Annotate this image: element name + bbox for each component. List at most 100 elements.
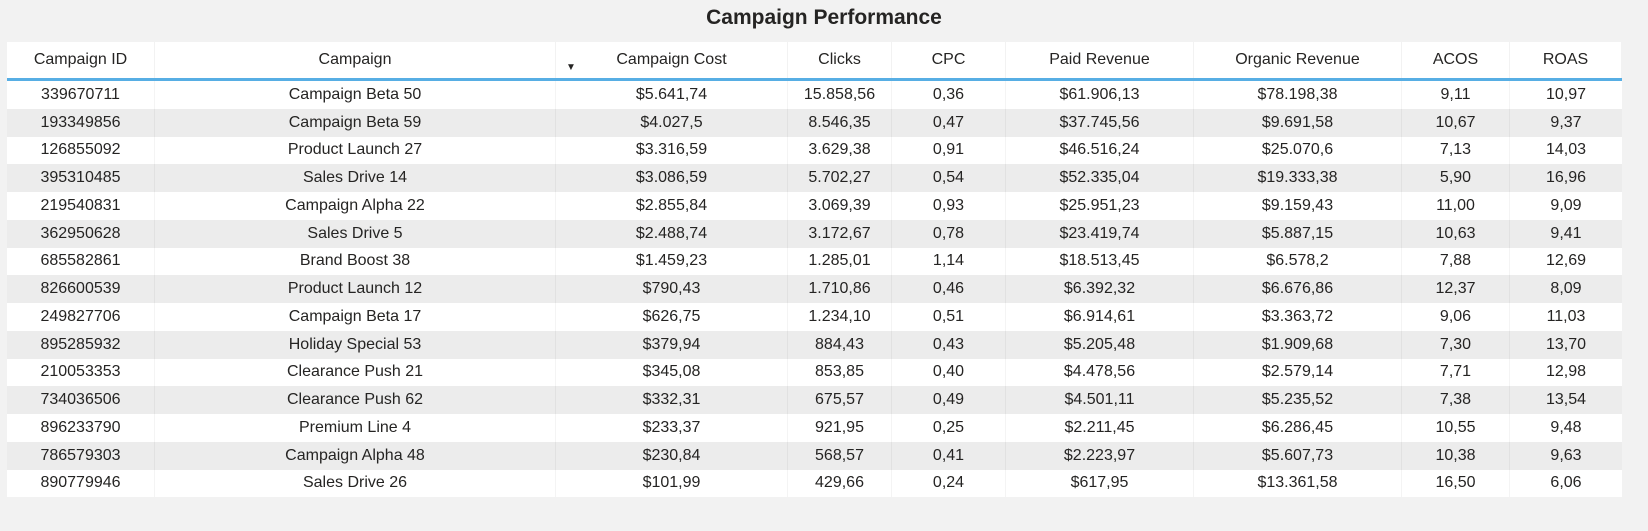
- cell-organic-revenue[interactable]: $6.676,86: [1194, 275, 1402, 303]
- cell-campaign[interactable]: Product Launch 27: [155, 136, 556, 165]
- cell-acos[interactable]: 9,06: [1402, 303, 1510, 331]
- cell-campaign-cost[interactable]: $3.316,59: [556, 136, 788, 165]
- cell-campaign-cost[interactable]: $5.641,74: [556, 81, 788, 109]
- cell-campaign-cost[interactable]: $1.459,23: [556, 247, 788, 276]
- cell-campaign-id[interactable]: 895285932: [7, 330, 155, 359]
- cell-roas[interactable]: 9,41: [1550, 224, 1582, 242]
- cell-cpc[interactable]: 0,46: [892, 275, 1006, 303]
- cell-organic-revenue[interactable]: $9.159,43: [1194, 192, 1402, 220]
- cell-campaign-id[interactable]: 210053353: [7, 358, 155, 387]
- cell-campaign-cost[interactable]: $2.488,74: [556, 219, 788, 248]
- column-header-cpc[interactable]: CPC: [892, 42, 1006, 78]
- cell-clicks[interactable]: 675,57: [788, 386, 892, 414]
- cell-paid-revenue[interactable]: $4.478,56: [1006, 358, 1194, 387]
- cell-roas[interactable]: 14,03: [1545, 141, 1587, 159]
- cell-cpc[interactable]: 1,14: [892, 247, 1006, 276]
- cell-clicks[interactable]: 1.285,01: [788, 247, 892, 276]
- cell-campaign-id[interactable]: 362950628: [7, 219, 155, 248]
- cell-campaign-cost[interactable]: $332,31: [556, 386, 788, 414]
- cell-campaign[interactable]: Campaign Alpha 48: [155, 441, 556, 470]
- cell-campaign-id[interactable]: 126855092: [7, 136, 155, 165]
- cell-campaign-cost[interactable]: $3.086,59: [556, 164, 788, 192]
- cell-organic-revenue[interactable]: $19.333,38: [1194, 164, 1402, 192]
- cell-paid-revenue[interactable]: $25.951,23: [1006, 192, 1194, 220]
- cell-campaign-id[interactable]: 734036506: [7, 386, 155, 414]
- cell-organic-revenue[interactable]: $2.579,14: [1194, 358, 1402, 387]
- cell-campaign-id[interactable]: 896233790: [7, 414, 155, 442]
- cell-cpc[interactable]: 0,43: [892, 330, 1006, 359]
- cell-campaign-cost[interactable]: $101,99: [556, 469, 788, 498]
- cell-acos[interactable]: 12,37: [1402, 275, 1510, 303]
- cell-clicks[interactable]: 429,66: [788, 469, 892, 498]
- cell-acos[interactable]: 10,63: [1402, 219, 1510, 248]
- column-header-roas[interactable]: ROAS: [1510, 42, 1622, 78]
- cell-cpc[interactable]: 0,40: [892, 358, 1006, 387]
- cell-roas[interactable]: 12,98: [1545, 363, 1587, 381]
- cell-paid-revenue[interactable]: $2.223,97: [1006, 441, 1194, 470]
- cell-roas[interactable]: 10,97: [1545, 85, 1587, 103]
- cell-roas[interactable]: 9,37: [1550, 113, 1582, 131]
- cell-acos[interactable]: 7,30: [1402, 330, 1510, 359]
- cell-roas[interactable]: 13,54: [1545, 391, 1587, 409]
- column-header-organic-revenue[interactable]: Organic Revenue: [1194, 42, 1402, 78]
- cell-cpc[interactable]: 0,41: [892, 441, 1006, 470]
- column-header-acos[interactable]: ACOS: [1402, 42, 1510, 78]
- cell-acos[interactable]: 10,55: [1402, 414, 1510, 442]
- cell-acos[interactable]: 10,67: [1402, 108, 1510, 137]
- cell-organic-revenue[interactable]: $5.887,15: [1194, 219, 1402, 248]
- cell-campaign[interactable]: Campaign Beta 50: [155, 81, 556, 109]
- cell-cpc[interactable]: 0,91: [892, 136, 1006, 165]
- cell-campaign-id[interactable]: 193349856: [7, 108, 155, 137]
- cell-acos[interactable]: 11,00: [1402, 192, 1510, 220]
- cell-campaign-cost[interactable]: $379,94: [556, 330, 788, 359]
- cell-paid-revenue[interactable]: $4.501,11: [1006, 386, 1194, 414]
- cell-organic-revenue[interactable]: $1.909,68: [1194, 330, 1402, 359]
- cell-roas[interactable]: 9,63: [1550, 446, 1582, 464]
- column-header-clicks[interactable]: Clicks: [788, 42, 892, 78]
- cell-paid-revenue[interactable]: $23.419,74: [1006, 219, 1194, 248]
- cell-campaign[interactable]: Premium Line 4: [155, 414, 556, 442]
- cell-clicks[interactable]: 3.069,39: [788, 192, 892, 220]
- cell-roas[interactable]: 11,03: [1546, 307, 1586, 325]
- column-header-campaign-id[interactable]: Campaign ID: [7, 42, 155, 78]
- cell-campaign[interactable]: Sales Drive 5: [155, 219, 556, 248]
- cell-organic-revenue[interactable]: $9.691,58: [1194, 108, 1402, 137]
- cell-roas[interactable]: 6,06: [1550, 474, 1582, 492]
- cell-campaign-cost[interactable]: $2.855,84: [556, 192, 788, 220]
- cell-roas[interactable]: 8,09: [1550, 280, 1582, 298]
- cell-paid-revenue[interactable]: $46.516,24: [1006, 136, 1194, 165]
- cell-roas[interactable]: 13,70: [1545, 335, 1587, 353]
- cell-roas[interactable]: 12,69: [1545, 252, 1587, 270]
- cell-organic-revenue[interactable]: $6.578,2: [1194, 247, 1402, 276]
- cell-roas[interactable]: 9,09: [1550, 196, 1582, 214]
- cell-cpc[interactable]: 0,25: [892, 414, 1006, 442]
- cell-campaign-cost[interactable]: $626,75: [556, 303, 788, 331]
- cell-cpc[interactable]: 0,54: [892, 164, 1006, 192]
- cell-campaign[interactable]: Clearance Push 21: [155, 358, 556, 387]
- cell-campaign-id[interactable]: 395310485: [7, 164, 155, 192]
- cell-acos[interactable]: 10,38: [1402, 441, 1510, 470]
- cell-campaign[interactable]: Clearance Push 62: [155, 386, 556, 414]
- cell-campaign[interactable]: Brand Boost 38: [155, 247, 556, 276]
- cell-clicks[interactable]: 921,95: [788, 414, 892, 442]
- cell-clicks[interactable]: 15.858,56: [788, 81, 892, 109]
- cell-campaign[interactable]: Campaign Alpha 22: [155, 192, 556, 220]
- cell-acos[interactable]: 16,50: [1402, 469, 1510, 498]
- cell-campaign[interactable]: Sales Drive 26: [155, 469, 556, 498]
- cell-campaign[interactable]: Campaign Beta 17: [155, 303, 556, 331]
- cell-cpc[interactable]: 0,78: [892, 219, 1006, 248]
- cell-acos[interactable]: 7,38: [1402, 386, 1510, 414]
- cell-cpc[interactable]: 0,24: [892, 469, 1006, 498]
- cell-campaign-cost[interactable]: $4.027,5: [556, 108, 788, 137]
- cell-roas[interactable]: 9,48: [1550, 418, 1582, 436]
- cell-clicks[interactable]: 853,85: [788, 358, 892, 387]
- cell-campaign-cost[interactable]: $790,43: [556, 275, 788, 303]
- cell-clicks[interactable]: 3.172,67: [788, 219, 892, 248]
- cell-organic-revenue[interactable]: $3.363,72: [1194, 303, 1402, 331]
- cell-campaign-cost[interactable]: $230,84: [556, 441, 788, 470]
- cell-clicks[interactable]: 568,57: [788, 441, 892, 470]
- cell-paid-revenue[interactable]: $37.745,56: [1006, 108, 1194, 137]
- cell-campaign-id[interactable]: 339670711: [7, 81, 155, 109]
- cell-campaign[interactable]: Sales Drive 14: [155, 164, 556, 192]
- cell-cpc[interactable]: 0,93: [892, 192, 1006, 220]
